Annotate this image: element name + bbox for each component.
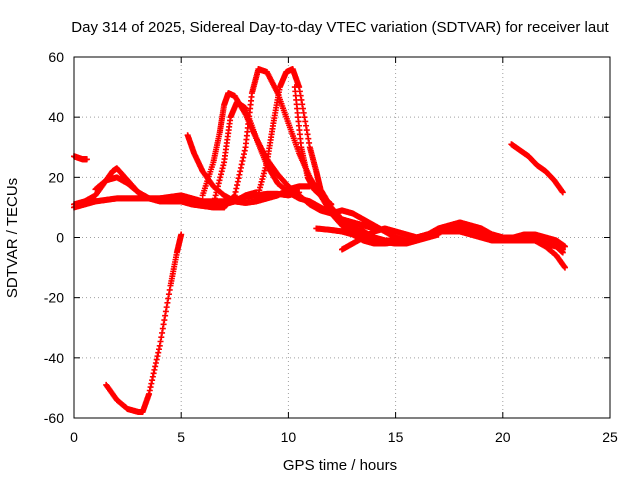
x-tick-label: 10 xyxy=(281,429,297,445)
chart-title: Day 314 of 2025, Sidereal Day-to-day VTE… xyxy=(71,19,609,36)
y-tick-label: -60 xyxy=(44,410,64,426)
series-arc-5 xyxy=(103,231,185,415)
data-points xyxy=(71,66,568,415)
y-tick-label: -20 xyxy=(44,290,64,306)
x-tick-label: 25 xyxy=(602,429,618,445)
data-point xyxy=(559,189,566,196)
y-tick-label: 60 xyxy=(48,49,64,65)
y-tick-label: -40 xyxy=(44,350,64,366)
data-point xyxy=(328,201,335,208)
data-point xyxy=(83,156,90,163)
y-tick-label: 0 xyxy=(56,230,64,246)
x-tick-label: 15 xyxy=(388,429,404,445)
x-tick-label: 5 xyxy=(177,429,185,445)
data-point xyxy=(561,243,568,250)
y-tick-label: 20 xyxy=(48,169,64,185)
series-arc-11 xyxy=(291,84,335,208)
y-ticks: -60 -40 -20 0 20 40 60 xyxy=(44,49,610,426)
x-axis-label: GPS time / hours xyxy=(283,457,397,474)
x-ticks: 0 5 10 15 20 25 xyxy=(70,57,618,445)
data-point xyxy=(559,249,566,256)
data-point xyxy=(178,231,185,238)
series-arc-15 xyxy=(349,225,568,250)
data-point xyxy=(561,264,568,271)
y-axis-label: SDTVAR / TECUs xyxy=(4,178,21,298)
series-arc-16 xyxy=(508,141,566,196)
x-tick-label: 0 xyxy=(70,429,78,445)
y-tick-label: 40 xyxy=(48,109,64,125)
x-tick-label: 20 xyxy=(495,429,511,445)
